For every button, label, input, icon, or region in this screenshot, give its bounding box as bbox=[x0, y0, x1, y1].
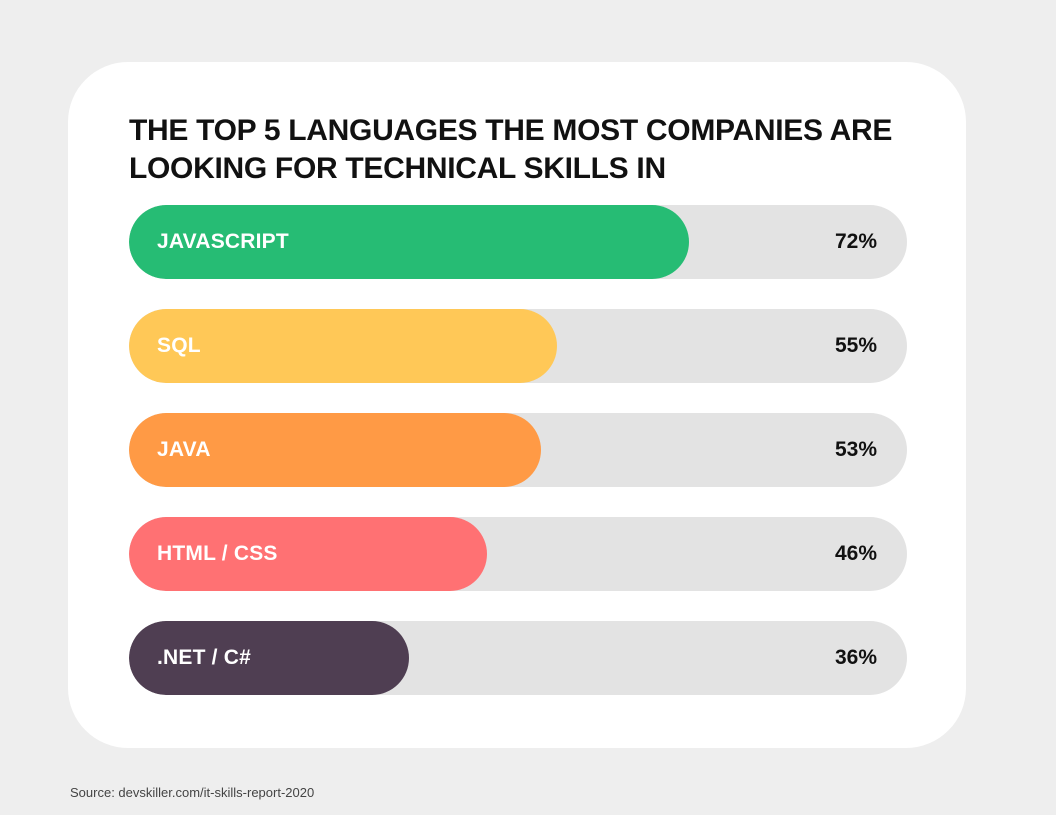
bar-track: HTML / CSS 46% bbox=[129, 517, 907, 591]
bar-track: JAVA 53% bbox=[129, 413, 907, 487]
bar-value-label: 46% bbox=[834, 542, 877, 565]
bar bbox=[129, 309, 557, 383]
bar-track: .NET / C# 36% bbox=[129, 621, 907, 695]
bar-category-label: HTML / CSS bbox=[157, 542, 278, 565]
bar-value-label: 55% bbox=[834, 334, 877, 357]
bar-category-label: JAVA bbox=[157, 438, 211, 461]
bar bbox=[129, 517, 487, 591]
bar bbox=[129, 621, 409, 695]
bar bbox=[129, 413, 541, 487]
bar-category-label: JAVASCRIPT bbox=[157, 230, 289, 253]
bar-category-label: SQL bbox=[157, 334, 201, 357]
bar-value-label: 72% bbox=[834, 230, 877, 253]
chart-title: THE TOP 5 LANGUAGES THE MOST COMPANIES A… bbox=[129, 114, 893, 185]
bar-track: SQL 55% bbox=[129, 309, 907, 383]
bar-track: JAVASCRIPT 72% bbox=[129, 205, 907, 279]
source-note: Source: devskiller.com/it-skills-report-… bbox=[70, 785, 315, 800]
bar bbox=[129, 205, 689, 279]
bar-chart: JAVASCRIPT 72% SQL 55% JAVA 53% HTML / CSS 46%.… bbox=[129, 205, 907, 695]
bar-value-label: 53% bbox=[834, 438, 877, 461]
bar-value-label: 36% bbox=[834, 646, 877, 669]
bar-category-label: .NET / C# bbox=[157, 646, 251, 669]
